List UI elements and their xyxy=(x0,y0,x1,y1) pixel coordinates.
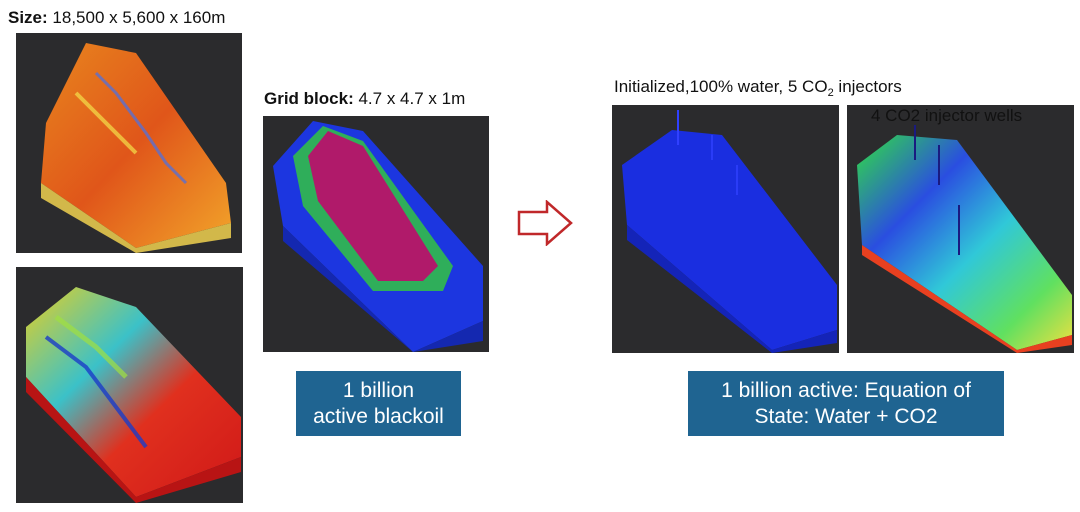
eos-label-line2: State: Water + CO2 xyxy=(754,404,938,428)
reservoir-multicolor-render xyxy=(16,267,243,503)
size-caption: Size: 18,500 x 5,600 x 160m xyxy=(8,8,225,28)
eos-label-box: 1 billion active: Equation of State: Wat… xyxy=(688,371,1004,436)
reservoir-initialized-render xyxy=(612,105,839,353)
initialized-caption-prefix: Initialized,100% water, 5 CO xyxy=(614,77,828,96)
grid-block-caption-label: Grid block: xyxy=(264,89,354,108)
initialized-caption: Initialized,100% water, 5 CO2 injectors xyxy=(614,77,902,99)
initialized-caption-subscript: 2 xyxy=(827,87,834,99)
blackoil-label-box: 1 billion active blackoil xyxy=(296,371,461,436)
reservoir-orange-render xyxy=(16,33,242,253)
eos-label-line1: 1 billion active: Equation of xyxy=(721,378,971,402)
size-caption-value: 18,500 x 5,600 x 160m xyxy=(47,8,226,27)
injector-wells-caption: 4 CO2 injector wells xyxy=(871,106,1023,125)
blackoil-label-line1: 1 billion xyxy=(342,378,415,402)
size-caption-label: Size: xyxy=(8,8,48,27)
right-arrow-outline-icon xyxy=(517,199,573,247)
initialized-caption-suffix: injectors xyxy=(833,77,902,96)
reservoir-blackoil-render xyxy=(263,116,489,352)
grid-block-caption: Grid block: 4.7 x 4.7 x 1m xyxy=(264,89,465,109)
grid-block-caption-value: 4.7 x 4.7 x 1m xyxy=(353,89,466,108)
reservoir-co2-render xyxy=(847,105,1074,353)
blackoil-label-line2: active blackoil xyxy=(313,404,444,428)
